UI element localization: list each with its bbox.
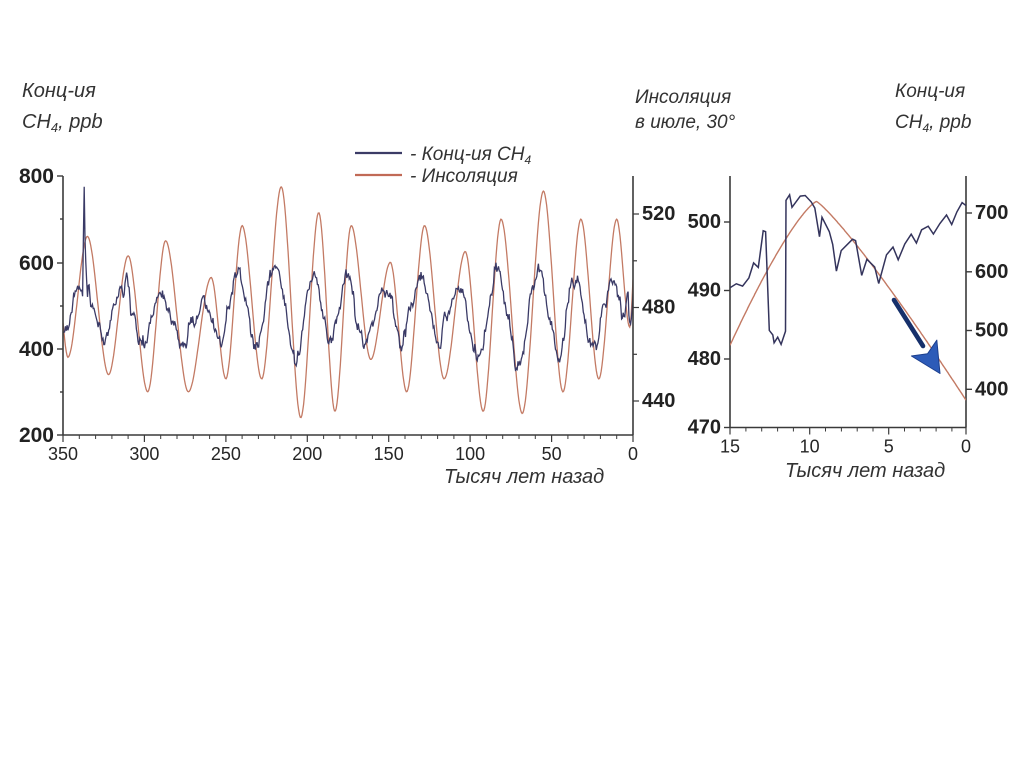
svg-text:0: 0 bbox=[628, 444, 638, 464]
svg-text:CH4, ppb: CH4, ppb bbox=[22, 111, 103, 135]
svg-text:440: 440 bbox=[642, 390, 675, 412]
svg-text:500: 500 bbox=[688, 211, 721, 233]
svg-text:700: 700 bbox=[975, 202, 1008, 224]
svg-text:400: 400 bbox=[975, 378, 1008, 400]
svg-text:50: 50 bbox=[542, 444, 562, 464]
svg-text:Инсоляция: Инсоляция bbox=[635, 87, 731, 108]
svg-text:350: 350 bbox=[48, 444, 78, 464]
svg-text:500: 500 bbox=[975, 320, 1008, 342]
svg-text:400: 400 bbox=[19, 338, 54, 361]
svg-text:520: 520 bbox=[642, 203, 675, 225]
svg-text:250: 250 bbox=[211, 444, 241, 464]
svg-text:в июле, 30°: в июле, 30° bbox=[635, 112, 736, 133]
svg-text:480: 480 bbox=[642, 297, 675, 319]
svg-text:10: 10 bbox=[800, 437, 820, 457]
svg-text:600: 600 bbox=[19, 252, 54, 275]
svg-text:- Конц-ия CH4: - Конц-ия CH4 bbox=[410, 144, 531, 167]
svg-text:- Инсоляция: - Инсоляция bbox=[410, 166, 518, 187]
svg-text:CH4, ppb: CH4, ppb bbox=[895, 112, 971, 135]
svg-text:470: 470 bbox=[688, 417, 721, 439]
svg-text:490: 490 bbox=[688, 280, 721, 302]
svg-text:5: 5 bbox=[884, 437, 894, 457]
svg-text:150: 150 bbox=[374, 444, 404, 464]
svg-text:0: 0 bbox=[961, 437, 971, 457]
svg-text:600: 600 bbox=[975, 261, 1008, 283]
svg-text:200: 200 bbox=[292, 444, 322, 464]
svg-text:Тысяч лет назад: Тысяч лет назад bbox=[444, 466, 604, 488]
svg-text:Конц-ия: Конц-ия bbox=[22, 80, 96, 102]
svg-text:Конц-ия: Конц-ия bbox=[895, 81, 965, 102]
svg-text:480: 480 bbox=[688, 348, 721, 370]
svg-text:300: 300 bbox=[129, 444, 159, 464]
svg-text:100: 100 bbox=[455, 444, 485, 464]
svg-text:800: 800 bbox=[19, 165, 54, 188]
svg-text:15: 15 bbox=[720, 437, 740, 457]
svg-text:Тысяч лет назад: Тысяч лет назад bbox=[785, 460, 945, 482]
